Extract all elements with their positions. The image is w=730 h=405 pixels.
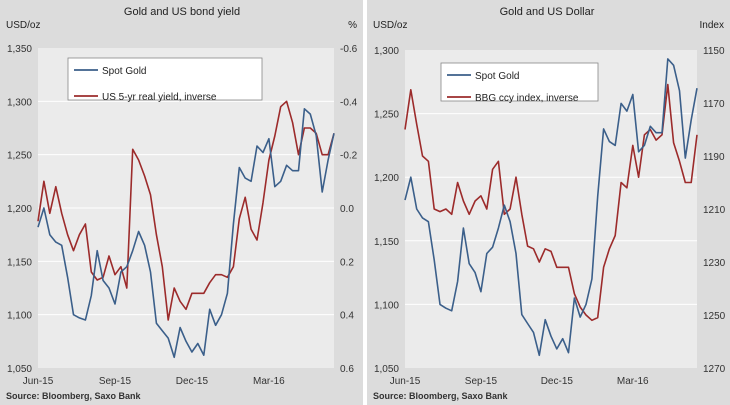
left-tick-label: 1,300 [374, 46, 399, 57]
right-tick-label: -0.4 [340, 97, 358, 108]
left-axis-label: USD/oz [6, 20, 40, 31]
x-tick-label: Dec-15 [541, 376, 574, 387]
series-line-spot-gold [37, 108, 335, 359]
source-note: Source: Bloomberg, Saxo Bank [373, 391, 509, 401]
left-tick-label: 1,050 [374, 364, 399, 375]
right-tick-label: 1250 [703, 311, 726, 322]
right-tick-label: 1150 [703, 46, 725, 57]
left-tick-label: 1,100 [374, 300, 399, 311]
legend-box [440, 62, 599, 102]
left-tick-label: 1,350 [7, 44, 32, 55]
right-tick-label: 1270 [703, 364, 726, 375]
right-tick-label: 0.4 [340, 311, 354, 322]
left-tick-label: 1,100 [7, 311, 32, 322]
left-tick-label: 1,150 [374, 237, 399, 248]
left-tick-label: 1,050 [7, 364, 32, 375]
series-line-us-5yr-real-yield [37, 100, 335, 321]
legend-label: US 5-yr real yield, inverse [102, 92, 217, 103]
chart-panel-gold-us-dollar: Gold and US Dollar USD/oz Index 1,050 1,100 1… [367, 0, 730, 405]
right-axis-label: Index [700, 20, 724, 31]
x-tick-label: Sep-15 [99, 376, 132, 387]
left-axis-label: USD/oz [373, 20, 407, 31]
series-line-spot-gold [404, 58, 698, 357]
left-tick-label: 1,150 [7, 257, 32, 268]
legend-label: Spot Gold [102, 66, 146, 77]
x-tick-label: Jun-15 [390, 376, 421, 387]
chart-title: Gold and US Dollar [500, 6, 595, 18]
right-tick-label: 0.6 [340, 364, 354, 375]
left-tick-label: 1,250 [7, 151, 32, 162]
left-tick-label: 1,200 [374, 173, 399, 184]
x-tick-label: Sep-15 [465, 376, 498, 387]
right-tick-label: 0.0 [340, 204, 354, 215]
right-tick-label: -0.2 [340, 151, 358, 162]
x-tick-label: Mar-16 [253, 376, 285, 387]
right-tick-label: 1230 [703, 258, 726, 269]
plot-area [405, 50, 697, 368]
right-tick-label: 1190 [703, 152, 725, 163]
x-tick-label: Jun-15 [23, 376, 54, 387]
left-tick-label: 1,250 [374, 110, 399, 121]
legend-label: BBG ccy index, inverse [475, 93, 579, 104]
right-tick-label: 1170 [703, 99, 725, 110]
chart-title: Gold and US bond yield [124, 6, 240, 18]
right-axis-label: % [348, 20, 357, 31]
x-tick-label: Mar-16 [617, 376, 649, 387]
chart-panel-gold-bond-yield: Gold and US bond yield USD/oz % 1,050 1,100 1… [0, 0, 363, 405]
x-tick-label: Dec-15 [176, 376, 209, 387]
right-tick-label: 0.2 [340, 257, 354, 268]
panel-divider [363, 0, 367, 405]
legend-label: Spot Gold [475, 71, 519, 82]
legend-box [67, 57, 263, 101]
left-tick-label: 1,300 [7, 97, 32, 108]
left-tick-label: 1,200 [7, 204, 32, 215]
right-tick-label: -0.6 [340, 44, 358, 55]
source-note: Source: Bloomberg, Saxo Bank [6, 391, 142, 401]
right-tick-label: 1210 [703, 205, 726, 216]
